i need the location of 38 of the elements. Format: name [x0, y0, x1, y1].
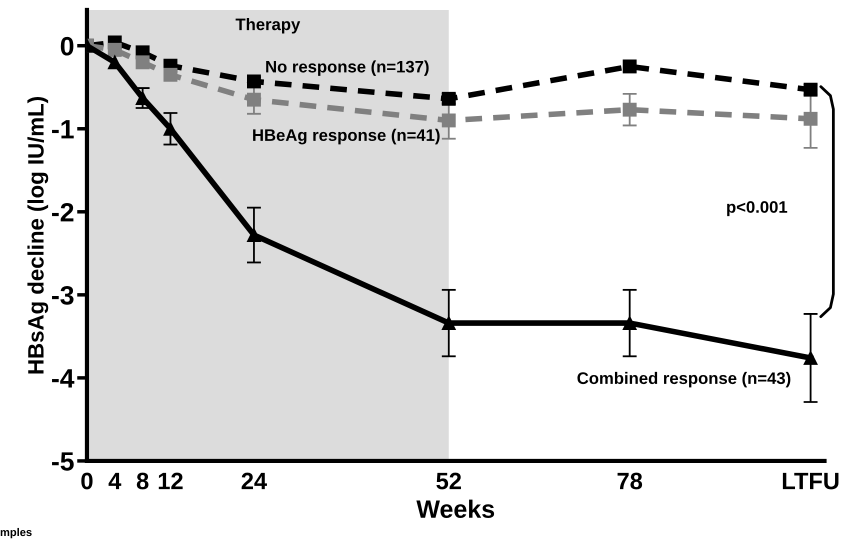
series-label: No response (n=137): [266, 60, 429, 76]
point: [108, 42, 122, 57]
y-tick-label: -3: [52, 286, 74, 305]
series-label: HBeAg response (n=41): [253, 128, 440, 144]
point: [247, 92, 261, 107]
y-axis-title: HBsAg decline (log IU/mL): [27, 97, 48, 374]
x-tick-label: LTFU: [782, 472, 838, 490]
point: [247, 228, 261, 242]
text: mples: [0, 528, 32, 538]
point: [622, 60, 637, 74]
y-tick-label: -2: [52, 202, 74, 222]
point: [136, 55, 150, 70]
point: [442, 316, 456, 330]
point: [164, 122, 178, 136]
x-tick-label: 12: [158, 472, 183, 490]
point: [622, 316, 637, 330]
y-tick-label: 0: [60, 36, 74, 56]
point: [442, 114, 456, 128]
y-tick-label: -5: [52, 452, 74, 471]
annotation: p<0.001: [727, 201, 788, 216]
x-tick-label: 52: [436, 472, 461, 490]
band-label: Therapy: [236, 18, 300, 34]
point: [247, 74, 261, 88]
point: [804, 351, 818, 365]
y-tick-label: -1: [52, 120, 74, 138]
point: [622, 102, 637, 117]
point: [442, 92, 456, 106]
point: [108, 55, 122, 70]
x-tick-label: 4: [108, 472, 122, 490]
x-tick-label: 0: [81, 472, 93, 490]
x-tick-label: 8: [136, 472, 148, 490]
x-tick-label: 78: [618, 472, 642, 490]
y-tick-label: -4: [52, 369, 74, 388]
point: [804, 112, 818, 126]
x-tick-label: 24: [242, 472, 267, 490]
point: [164, 68, 178, 82]
series-label: Combined response (n=43): [577, 372, 790, 388]
x-axis-title: Weeks: [416, 500, 494, 518]
